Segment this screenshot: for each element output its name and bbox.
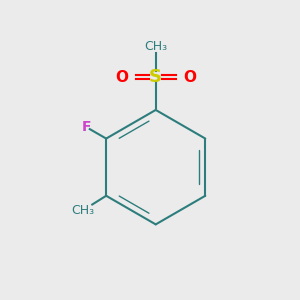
Text: O: O (183, 70, 196, 85)
Text: F: F (82, 120, 91, 134)
Text: S: S (149, 68, 162, 86)
Text: CH₃: CH₃ (144, 40, 167, 53)
Text: CH₃: CH₃ (71, 204, 94, 217)
Text: O: O (116, 70, 128, 85)
